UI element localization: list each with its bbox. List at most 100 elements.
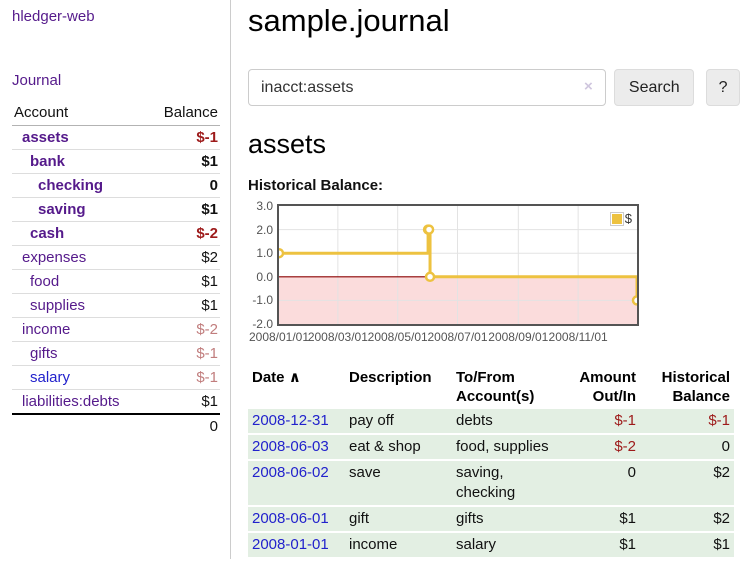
- account-link[interactable]: liabilities:debts: [22, 393, 120, 410]
- accounts-header-balance: Balance: [147, 102, 220, 126]
- chart-title: Historical Balance:: [248, 177, 384, 194]
- app: hledger-web Journal Account Balance asse…: [0, 0, 740, 559]
- legend-label: $: [624, 211, 632, 226]
- txn-amount: $1: [560, 507, 640, 531]
- register-header-balance: Historical Balance: [640, 367, 734, 407]
- legend-swatch-icon: [610, 212, 623, 225]
- accounts-table-body: assets $-1 bank $1 checking 0 saving $1 cash $-2 e…: [12, 125, 220, 438]
- x-axis-tick-label: 2008/05/01: [367, 330, 428, 344]
- search-bar: × Search ?: [248, 69, 740, 106]
- sidebar-account-row: gifts $-1: [12, 341, 220, 366]
- txn-accounts: gifts: [452, 507, 560, 531]
- txn-date-cell: 2008-06-03: [248, 435, 345, 459]
- account-link[interactable]: gifts: [30, 345, 58, 362]
- account-balance: $1: [147, 269, 220, 294]
- x-axis-tick-label: 2008/01/01: [248, 330, 310, 344]
- account-balance: 0: [147, 173, 220, 198]
- page-title: sample.journal: [248, 3, 450, 38]
- account-link[interactable]: checking: [38, 177, 104, 194]
- x-axis-tick-label: 2008/07/01: [427, 330, 488, 344]
- sidebar-account-row: saving $1: [12, 197, 220, 222]
- txn-date-cell: 2008-12-31: [248, 409, 345, 433]
- account-link[interactable]: cash: [30, 225, 65, 242]
- account-link[interactable]: saving: [38, 201, 86, 218]
- accounts-total-value: 0: [147, 413, 220, 438]
- txn-description: income: [345, 533, 452, 557]
- txn-description: gift: [345, 507, 452, 531]
- accounts-header-account: Account: [12, 102, 148, 126]
- sidebar-account-row: checking 0: [12, 173, 220, 198]
- txn-balance: $1: [640, 533, 734, 557]
- account-balance: $1: [147, 149, 220, 174]
- register-header-description: Description: [345, 367, 452, 407]
- x-axis-tick-label: 2008/09/01: [488, 330, 549, 344]
- sidebar: hledger-web Journal Account Balance asse…: [0, 0, 231, 559]
- account-link[interactable]: salary: [30, 369, 71, 386]
- accounts-header-row: Account Balance: [12, 102, 220, 126]
- txn-amount: $1: [560, 533, 640, 557]
- txn-date-link[interactable]: 2008-12-31: [252, 412, 329, 429]
- chart-canvas: [279, 206, 637, 324]
- register-header-accounts: To/From Account(s): [452, 367, 560, 407]
- search-button[interactable]: Search: [614, 69, 695, 106]
- x-axis-tick-label: 2008/11/01: [548, 330, 608, 344]
- account-balance: $1: [147, 389, 220, 415]
- register-row: 2008-06-01 gift gifts $1 $2: [248, 507, 734, 531]
- sidebar-account-row: income $-2: [12, 317, 220, 342]
- txn-amount: $-1: [560, 409, 640, 433]
- txn-description: save: [345, 461, 452, 505]
- accounts-table: Account Balance assets $-1 bank $1 checking 0…: [12, 102, 220, 438]
- brand-link[interactable]: hledger-web: [12, 8, 95, 25]
- sidebar-account-row: food $1: [12, 269, 220, 294]
- account-link[interactable]: assets: [22, 129, 69, 146]
- clear-search-icon[interactable]: ×: [584, 78, 593, 95]
- account-balance: $-1: [147, 365, 220, 390]
- sidebar-account-row: assets $-1: [12, 125, 220, 150]
- register-row: 2008-06-02 save saving, checking 0 $2: [248, 461, 734, 505]
- txn-description: eat & shop: [345, 435, 452, 459]
- txn-accounts: saving, checking: [452, 461, 560, 505]
- txn-date-link[interactable]: 2008-01-01: [252, 536, 329, 553]
- account-balance: $2: [147, 245, 220, 270]
- sidebar-account-row: supplies $1: [12, 293, 220, 318]
- search-input[interactable]: [248, 69, 607, 106]
- sidebar-account-row: salary $-1: [12, 365, 220, 390]
- account-heading: assets: [248, 129, 327, 159]
- txn-date-cell: 2008-06-02: [248, 461, 345, 505]
- account-link[interactable]: bank: [30, 153, 66, 170]
- chart-legend: $: [609, 211, 633, 226]
- account-balance: $-1: [147, 125, 220, 150]
- txn-date-link[interactable]: 2008-06-03: [252, 438, 329, 455]
- account-link[interactable]: food: [30, 273, 60, 290]
- txn-date-link[interactable]: 2008-06-01: [252, 510, 329, 527]
- txn-balance: $-1: [640, 409, 734, 433]
- sidebar-account-row: expenses $2: [12, 245, 220, 270]
- account-link[interactable]: supplies: [30, 297, 86, 314]
- register-row: 2008-01-01 income salary $1 $1: [248, 533, 734, 557]
- txn-balance: $2: [640, 507, 734, 531]
- register-row: 2008-06-03 eat & shop food, supplies $-2 0: [248, 435, 734, 459]
- historical-balance-chart: $ 3.0 2.0 1.0 0.0 -1.0 -2.0 2008/01/01 2008/03/…: [248, 199, 742, 350]
- account-link[interactable]: income: [22, 321, 71, 338]
- y-axis-tick-label: -1.0: [252, 293, 273, 308]
- txn-accounts: food, supplies: [452, 435, 560, 459]
- y-axis-tick-label: 0.0: [256, 269, 273, 284]
- sidebar-item-journal[interactable]: Journal: [12, 72, 62, 89]
- txn-description: pay off: [345, 409, 452, 433]
- y-axis-tick-label: -2.0: [252, 317, 273, 331]
- register-row: 2008-12-31 pay off debts $-1 $-1: [248, 409, 734, 433]
- register-header-date[interactable]: Date ∧: [248, 367, 345, 407]
- sidebar-account-row: cash $-2: [12, 221, 220, 246]
- account-balance: $-1: [147, 341, 220, 366]
- chart-plot-area[interactable]: $: [277, 204, 639, 326]
- main-content: sample.journal × Search ? assets Histori…: [231, 0, 740, 559]
- sort-asc-icon: ∧: [288, 369, 301, 386]
- y-axis-tick-label: 2.0: [256, 222, 273, 237]
- txn-date-cell: 2008-01-01: [248, 533, 345, 557]
- txn-date-link[interactable]: 2008-06-02: [252, 464, 329, 481]
- help-button[interactable]: ?: [706, 69, 740, 106]
- x-axis-tick-label: 2008/03/01: [307, 330, 368, 344]
- account-balance: $-2: [147, 317, 220, 342]
- account-link[interactable]: expenses: [22, 249, 87, 266]
- register-table: Date ∧ Description To/From Account(s) Am…: [248, 365, 734, 559]
